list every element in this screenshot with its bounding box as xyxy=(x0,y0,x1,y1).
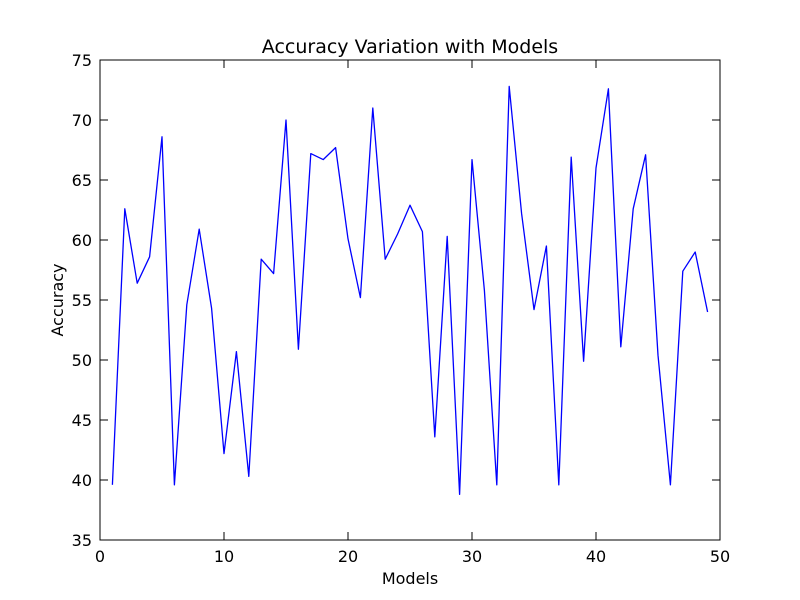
data-point xyxy=(235,350,237,352)
data-point xyxy=(148,256,150,258)
x-tick-label: 40 xyxy=(586,547,606,566)
data-point xyxy=(520,212,522,214)
data-point xyxy=(347,238,349,240)
data-point xyxy=(558,484,560,486)
data-point xyxy=(248,475,250,477)
x-tick-label: 10 xyxy=(214,547,234,566)
data-point xyxy=(260,258,262,260)
data-point xyxy=(620,346,622,348)
data-point xyxy=(334,146,336,148)
data-point xyxy=(161,136,163,138)
data-point xyxy=(322,158,324,160)
data-point xyxy=(396,233,398,235)
data-point xyxy=(111,484,113,486)
data-point xyxy=(310,152,312,154)
x-tick-label: 50 xyxy=(710,547,730,566)
x-axis-title: Models xyxy=(382,569,438,588)
data-point xyxy=(446,235,448,237)
y-tick-label: 40 xyxy=(72,471,92,490)
data-point xyxy=(359,296,361,298)
data-point xyxy=(471,158,473,160)
data-point xyxy=(272,272,274,274)
data-point xyxy=(285,119,287,121)
data-point xyxy=(372,107,374,109)
y-tick-label: 35 xyxy=(72,531,92,550)
y-tick-label: 45 xyxy=(72,411,92,430)
y-tick-label: 50 xyxy=(72,351,92,370)
data-point xyxy=(706,311,708,313)
data-point xyxy=(533,308,535,310)
data-point xyxy=(186,304,188,306)
data-point xyxy=(545,245,547,247)
data-point xyxy=(223,452,225,454)
data-point xyxy=(694,251,696,253)
x-tick-label: 20 xyxy=(338,547,358,566)
data-point xyxy=(669,484,671,486)
data-point xyxy=(458,493,460,495)
data-point xyxy=(297,348,299,350)
data-point xyxy=(496,484,498,486)
series-layer xyxy=(111,85,709,496)
data-point xyxy=(421,230,423,232)
x-tick-label: 30 xyxy=(462,547,482,566)
y-tick-label: 60 xyxy=(72,231,92,250)
data-point xyxy=(198,228,200,230)
data-point xyxy=(210,307,212,309)
data-point xyxy=(409,204,411,206)
data-point xyxy=(508,85,510,87)
y-tick-label: 75 xyxy=(72,51,92,70)
data-point xyxy=(595,167,597,169)
data-point xyxy=(632,208,634,210)
data-point xyxy=(173,484,175,486)
data-point xyxy=(644,154,646,156)
data-point xyxy=(434,436,436,438)
chart-title: Accuracy Variation with Models xyxy=(262,36,558,58)
data-point xyxy=(384,258,386,260)
series-line-0 xyxy=(111,85,709,496)
data-point xyxy=(124,208,126,210)
data-point xyxy=(657,354,659,356)
y-axis-title: Accuracy xyxy=(48,263,67,336)
y-tick-label: 65 xyxy=(72,171,92,190)
data-point xyxy=(570,156,572,158)
data-point xyxy=(607,88,609,90)
data-point xyxy=(136,282,138,284)
data-point xyxy=(682,270,684,272)
data-point xyxy=(483,289,485,291)
y-tick-label: 70 xyxy=(72,111,92,130)
plot-frame xyxy=(99,59,721,541)
ticks-layer: 0 10 20 30 40 50 35 40 45 50 55 60 65 70 75 xyxy=(72,51,731,566)
data-point xyxy=(582,360,584,362)
x-tick-label: 0 xyxy=(95,547,105,566)
y-tick-label: 55 xyxy=(72,291,92,310)
